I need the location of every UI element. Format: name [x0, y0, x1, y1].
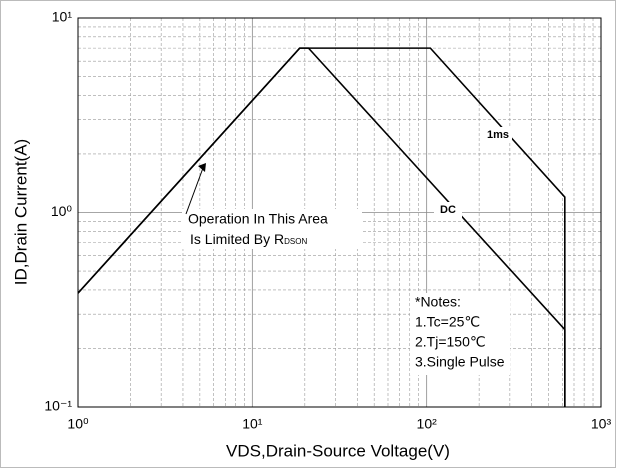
- series-label: DC: [440, 204, 456, 216]
- arrow-shaft: [185, 167, 204, 215]
- arrow-head: [198, 163, 206, 172]
- note: 2.Tj=150℃: [415, 334, 486, 350]
- y-tick-label: 10⁻¹: [44, 398, 72, 414]
- label-bg: [434, 202, 462, 218]
- notes-bg: [410, 293, 510, 375]
- area-note: Operation In This Area: [188, 211, 328, 227]
- series-label: 1ms: [487, 129, 509, 141]
- label-bg: [484, 127, 512, 143]
- area-note: Is Limited By RDSON: [190, 231, 307, 247]
- note-bg: [182, 209, 362, 249]
- y-axis-label: ID,Drain Current(A): [11, 139, 30, 285]
- note: *Notes:: [415, 294, 461, 310]
- x-axis-label: VDS,Drain-Source Voltage(V): [226, 441, 450, 460]
- x-tick-label: 10³: [591, 416, 612, 432]
- x-tick-label: 10⁰: [67, 416, 89, 432]
- soa-line: [77, 47, 566, 407]
- x-tick-label: 10²: [417, 416, 438, 432]
- note: 3.Single Pulse: [415, 354, 505, 370]
- x-tick-label: 10¹: [242, 416, 263, 432]
- note: 1.Tc=25℃: [415, 314, 480, 330]
- area-note-sub: DSON: [284, 237, 307, 246]
- y-tick-label: 10¹: [52, 9, 73, 25]
- area-note-text: Is Limited By R: [190, 231, 284, 247]
- y-tick-label: 10⁰: [51, 203, 73, 219]
- plot-border: [77, 17, 602, 408]
